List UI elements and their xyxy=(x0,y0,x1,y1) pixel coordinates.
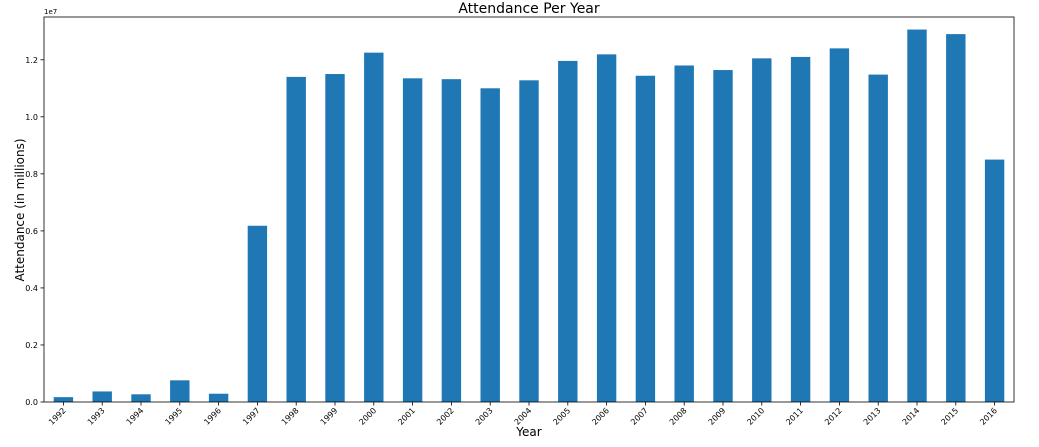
x-tick-label-1993: 1993 xyxy=(86,406,107,427)
bar-2004 xyxy=(519,80,538,402)
x-tick-label-2005: 2005 xyxy=(551,406,572,427)
bar-2006 xyxy=(597,54,616,402)
bar-2008 xyxy=(675,65,694,402)
y-tick-label: 0.2 xyxy=(25,341,38,350)
bar-2003 xyxy=(481,88,500,402)
x-tick-label-1997: 1997 xyxy=(241,406,262,427)
y-tick-label: 1.0 xyxy=(25,113,38,122)
bar-2014 xyxy=(907,30,926,402)
bar-2015 xyxy=(946,34,965,402)
x-tick-label-2015: 2015 xyxy=(939,406,960,427)
x-axis-title: Year xyxy=(515,425,541,439)
chart-title: Attendance Per Year xyxy=(458,1,600,17)
bar-1998 xyxy=(287,77,306,402)
bar-2013 xyxy=(869,75,888,402)
x-tick-label-2000: 2000 xyxy=(357,406,378,427)
bar-1999 xyxy=(325,74,344,402)
y-tick-label: 1.2 xyxy=(25,56,38,65)
x-tick-label-1992: 1992 xyxy=(47,406,68,427)
bar-1997 xyxy=(248,226,267,402)
y-tick-label: 0.4 xyxy=(25,284,38,293)
bar-2005 xyxy=(558,61,577,402)
x-tick-label-1999: 1999 xyxy=(319,406,340,427)
x-tick-label-2011: 2011 xyxy=(784,406,805,427)
bar-1994 xyxy=(131,394,150,402)
y-axis-ticks: 0.0 0.2 0.4 0.6 0.8 1.0 1.2 xyxy=(25,56,44,407)
bar-1993 xyxy=(93,391,112,402)
bar-2001 xyxy=(403,78,422,402)
y-axis-title: Attendance (in millions) xyxy=(13,138,27,281)
x-tick-label-2006: 2006 xyxy=(590,406,611,427)
bar-2010 xyxy=(752,58,771,402)
x-tick-label-2016: 2016 xyxy=(978,406,999,427)
x-tick-label-2002: 2002 xyxy=(435,406,456,427)
x-tick-label-1994: 1994 xyxy=(125,406,146,427)
x-tick-label-2012: 2012 xyxy=(823,406,844,427)
x-tick-label-2014: 2014 xyxy=(901,406,922,427)
x-tick-label-1996: 1996 xyxy=(202,406,223,427)
x-tick-label-2010: 2010 xyxy=(745,406,766,427)
x-tick-label-1998: 1998 xyxy=(280,406,301,427)
bar-2007 xyxy=(636,76,655,402)
bar-1996 xyxy=(209,394,228,402)
bar-2002 xyxy=(442,79,461,402)
x-tick-label-2003: 2003 xyxy=(474,406,495,427)
x-tick-label-1995: 1995 xyxy=(163,406,184,427)
y-axis-offset-label: 1e7 xyxy=(44,8,57,16)
bar-1995 xyxy=(170,380,189,402)
x-tick-label-2007: 2007 xyxy=(629,406,650,427)
x-axis-ticks: 1992 1993 1994 1995 1996 1997 1998 1999 2000 2001… xyxy=(47,402,999,427)
bar-2012 xyxy=(830,48,849,402)
bar-1992 xyxy=(54,397,73,402)
bar-2000 xyxy=(364,53,383,402)
x-tick-label-2013: 2013 xyxy=(862,406,883,427)
y-tick-label: 0.6 xyxy=(25,227,38,236)
x-tick-label-2004: 2004 xyxy=(513,406,534,427)
x-tick-label-2008: 2008 xyxy=(668,406,689,427)
x-tick-label-2009: 2009 xyxy=(707,406,728,427)
bars-group xyxy=(54,30,1005,402)
bar-2016 xyxy=(985,160,1004,402)
bar-2009 xyxy=(713,70,732,402)
bar-2011 xyxy=(791,57,810,402)
y-tick-label: 0.8 xyxy=(25,170,38,179)
y-tick-label: 0.0 xyxy=(25,398,38,407)
x-tick-label-2001: 2001 xyxy=(396,406,417,427)
